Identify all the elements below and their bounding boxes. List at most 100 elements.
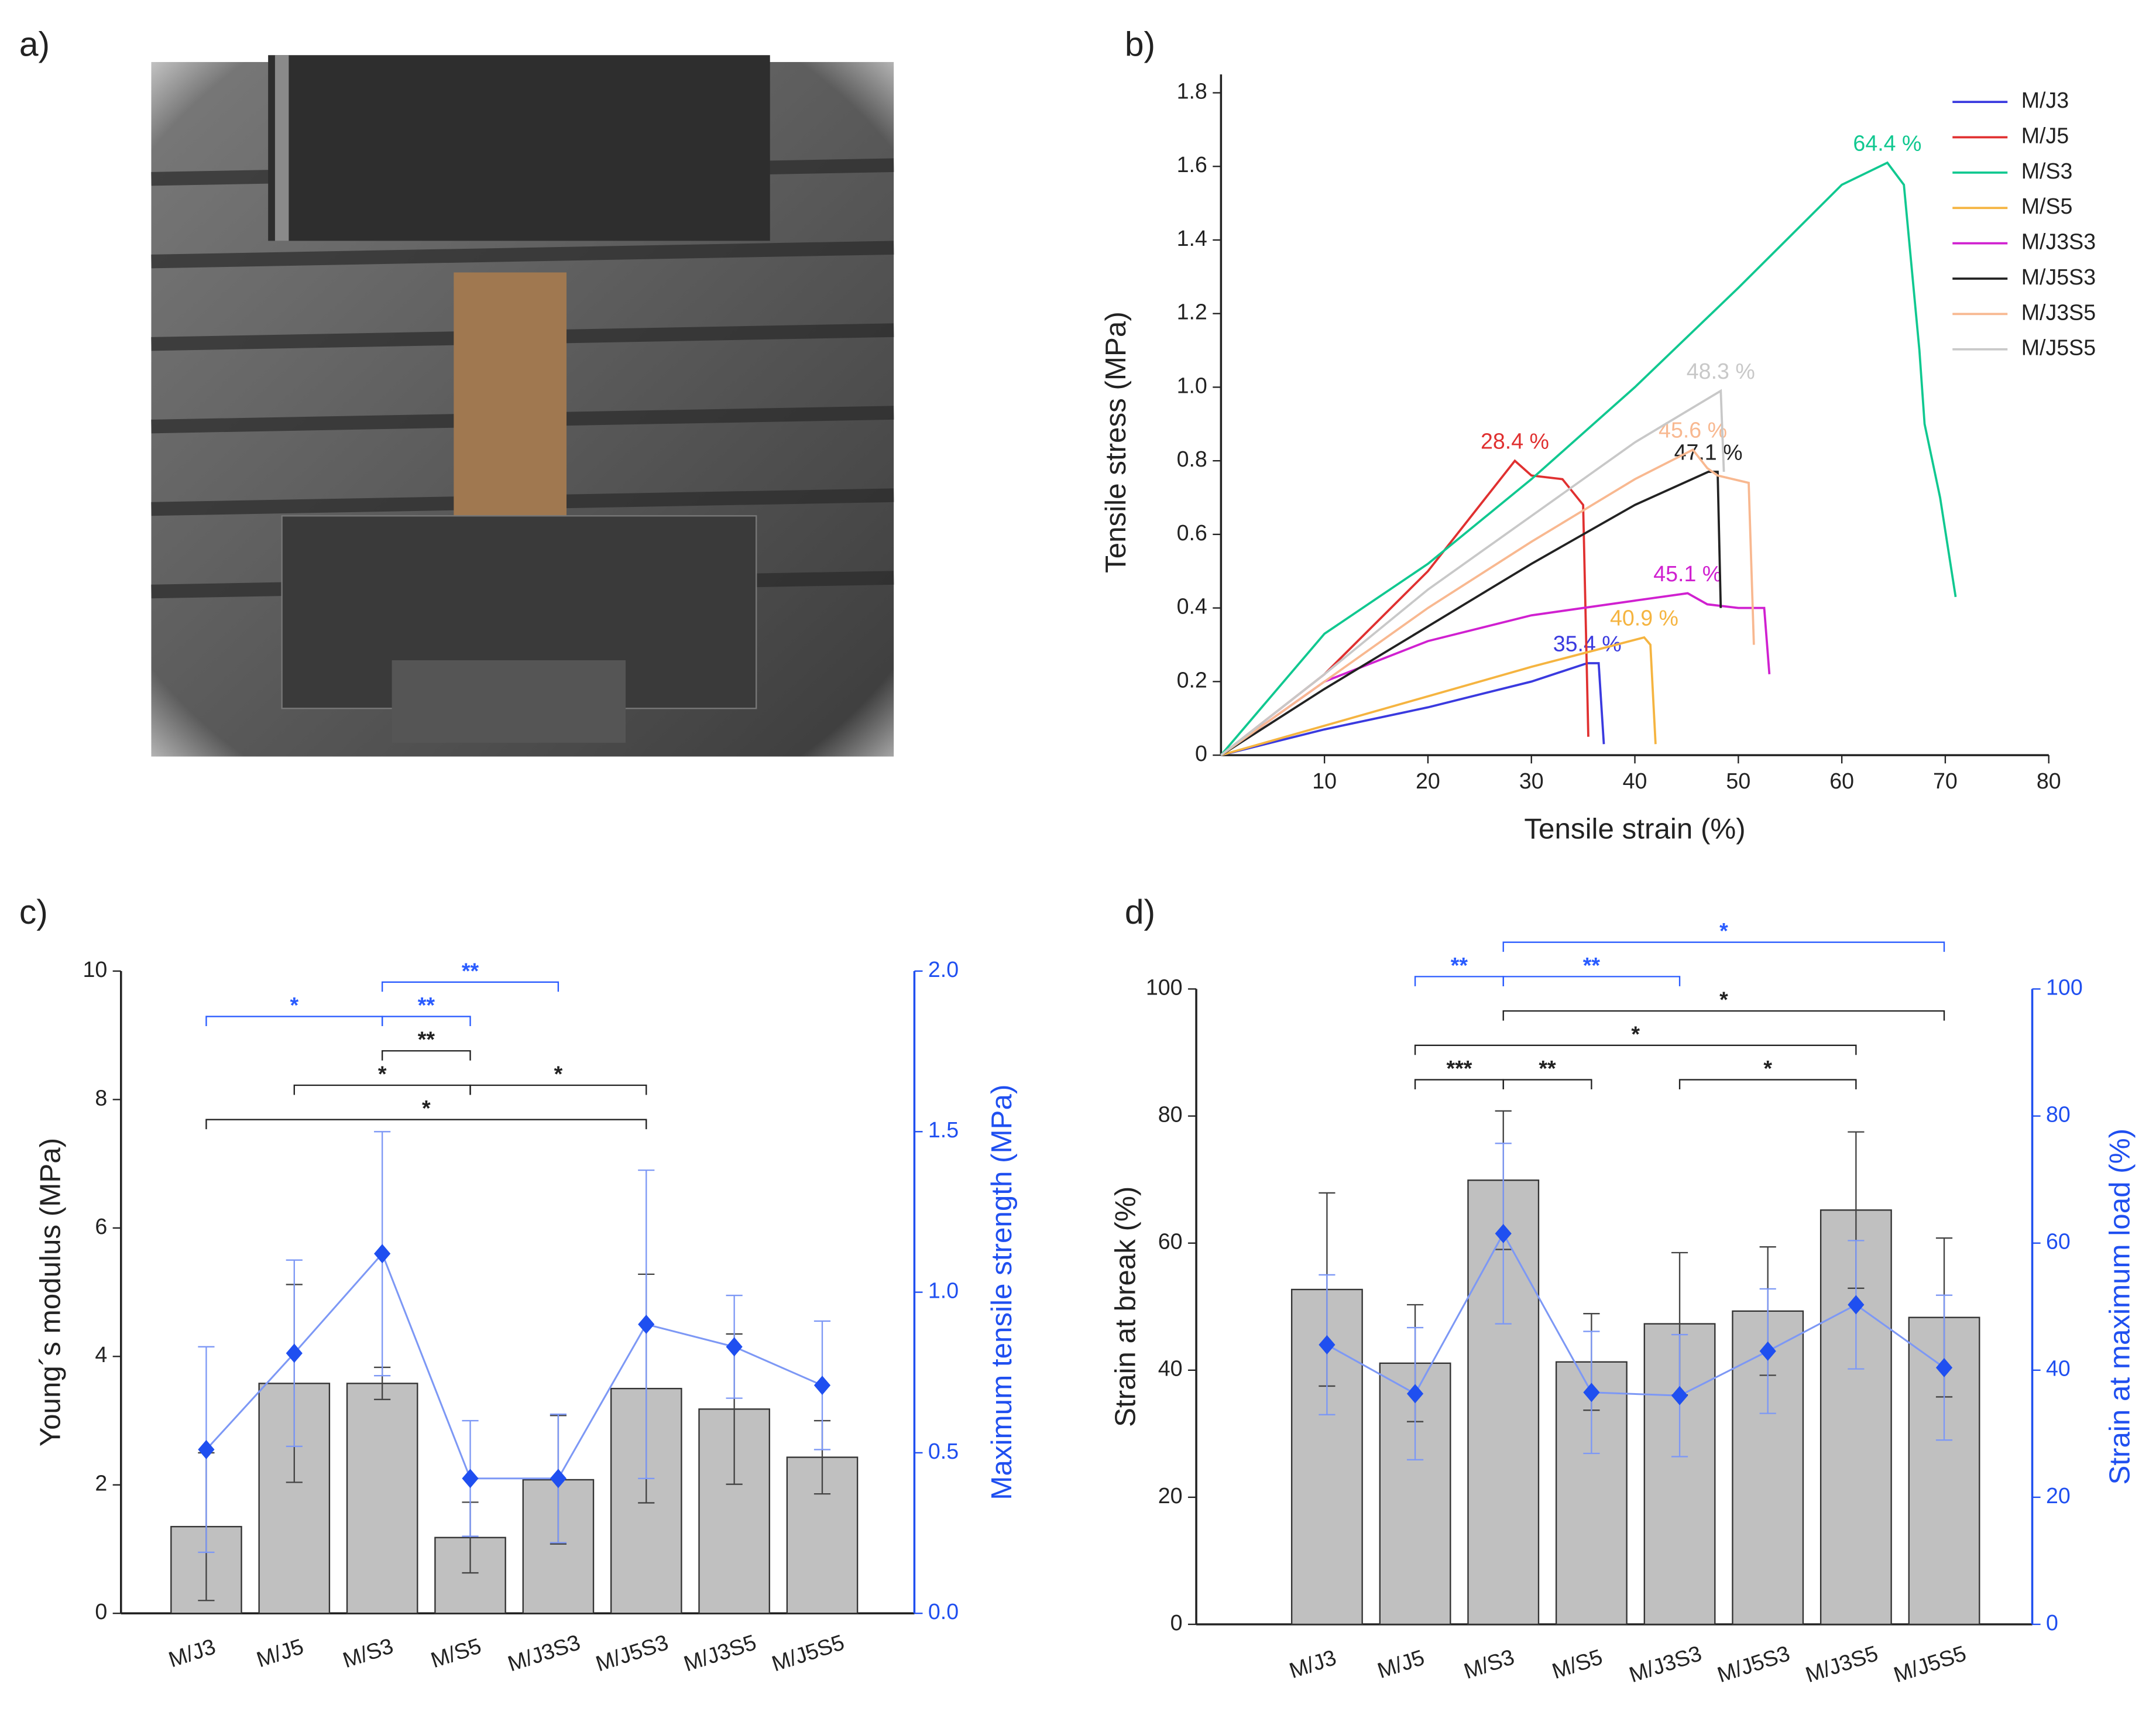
x-tick-label: 80: [2037, 769, 2061, 793]
x-tick-label: M/J5S3: [1714, 1641, 1793, 1687]
series-line: [1220, 636, 1657, 756]
legend-label: M/S3: [2021, 159, 2073, 183]
x-tick-label: M/J3S3: [1626, 1641, 1705, 1687]
series-annotation: 28.4 %: [1481, 429, 1549, 454]
y-tick-label: 1.6: [1177, 152, 1207, 177]
y-tick-label: 40: [1158, 1356, 1183, 1381]
legend-label: M/S5: [2021, 194, 2073, 218]
significance-label: **: [462, 958, 479, 983]
significance-label: *: [290, 993, 298, 1017]
y2-tick-label: 0: [2046, 1610, 2058, 1635]
significance-label: *: [1631, 1021, 1640, 1046]
diamond-marker: [726, 1337, 743, 1357]
significance-bracket: [469, 1084, 647, 1095]
significance-bracket: [381, 981, 559, 992]
legend-label: M/J5S5: [2021, 335, 2096, 360]
significance-bracket: [1678, 1079, 1857, 1090]
y-tick-label: 0.8: [1177, 447, 1207, 471]
x-tick-label: 40: [1623, 769, 1647, 793]
series-annotation: 47.1 %: [1674, 440, 1743, 464]
x-tick-label: M/J5: [1374, 1645, 1427, 1683]
y2-tick-label: 0.0: [928, 1599, 959, 1624]
significance-label: **: [418, 1027, 435, 1052]
series-annotation: 40.9 %: [1610, 605, 1678, 630]
y-axis-title: Strain at break (%): [1110, 1187, 1142, 1427]
panel-label: c): [19, 893, 48, 931]
significance-label: **: [1583, 953, 1601, 978]
x-tick-label: M/J3S3: [504, 1630, 583, 1676]
significance-label: *: [1719, 987, 1728, 1012]
y-tick-label: 1.2: [1177, 300, 1207, 324]
diamond-marker: [813, 1376, 831, 1395]
y-tick-label: 0.6: [1177, 520, 1207, 545]
x-tick-label: 30: [1519, 769, 1544, 793]
significance-bracket: [293, 1084, 471, 1095]
significance-bracket: [205, 1119, 647, 1130]
x-tick-label: 50: [1726, 769, 1750, 793]
x-tick-label: M/J3S5: [1803, 1641, 1881, 1687]
panel-label: d): [1125, 893, 1155, 931]
x-tick-label: 20: [1416, 769, 1440, 793]
y-tick-label: 60: [1158, 1229, 1183, 1254]
diamond-marker: [638, 1315, 655, 1334]
significance-bracket: [1502, 976, 1681, 986]
x-tick-label: M/J5: [253, 1634, 306, 1672]
x-tick-label: 60: [1829, 769, 1854, 793]
y-tick-label: 0: [1170, 1610, 1183, 1635]
series-annotation: 45.1 %: [1653, 561, 1722, 586]
diamond-marker: [462, 1469, 479, 1489]
y2-tick-label: 20: [2046, 1483, 2071, 1508]
y2-tick-label: 0.5: [928, 1439, 959, 1463]
significance-bracket: [1502, 1079, 1592, 1090]
significance-bracket: [1502, 1010, 1945, 1021]
diamond-marker: [1848, 1295, 1865, 1315]
significance-bracket: [381, 1050, 471, 1061]
bar: [346, 1383, 418, 1614]
significance-label: *: [1719, 918, 1728, 943]
series-line: [1326, 1232, 1945, 1397]
series-annotation: 48.3 %: [1687, 359, 1755, 383]
series-line: [1220, 459, 1589, 756]
y2-tick-label: 40: [2046, 1356, 2071, 1381]
series-annotation: 64.4 %: [1853, 131, 1921, 155]
y2-tick-label: 2.0: [928, 957, 959, 982]
y-tick-label: 10: [83, 957, 107, 982]
legend-label: M/J3S5: [2021, 300, 2096, 324]
x-tick-label: M/J5S3: [593, 1630, 671, 1676]
significance-bracket: [205, 1016, 383, 1026]
significance-label: **: [1539, 1056, 1556, 1081]
x-tick-label: 70: [1933, 769, 1958, 793]
panel-label: a): [19, 26, 50, 64]
significance-label: *: [554, 1061, 563, 1086]
diamond-marker: [550, 1469, 567, 1489]
diamond-marker: [1583, 1383, 1600, 1402]
legend-label: M/J3S3: [2021, 229, 2096, 254]
x-tick-label: M/S3: [340, 1633, 396, 1672]
x-tick-label: M/S3: [1461, 1644, 1517, 1683]
legend-label: M/J5: [2021, 123, 2069, 148]
y-tick-label: 0: [1195, 741, 1207, 766]
y-tick-label: 1.8: [1177, 78, 1207, 103]
significance-label: *: [422, 1096, 431, 1120]
x-tick-label: M/J3S5: [681, 1630, 759, 1676]
significance-bracket: [1414, 1079, 1504, 1090]
series-line: [1220, 448, 1755, 756]
y-tick-label: 20: [1158, 1483, 1183, 1508]
x-tick-label: M/J3: [166, 1634, 218, 1672]
x-tick-label: M/J3: [1286, 1645, 1339, 1683]
x-tick-label: M/S5: [1549, 1644, 1605, 1683]
significance-bracket: [1414, 1044, 1857, 1055]
x-axis-title: Tensile strain (%): [1524, 812, 1745, 845]
y2-axis-title: Strain at maximum load (%): [2103, 1129, 2136, 1485]
y-tick-label: 8: [95, 1085, 107, 1110]
y-tick-label: 6: [95, 1214, 107, 1239]
series-line: [1220, 161, 1957, 756]
x-tick-label: M/J5S5: [1891, 1641, 1969, 1687]
series-line: [1220, 471, 1722, 756]
legend-label: M/J5S3: [2021, 265, 2096, 289]
bar: [258, 1383, 331, 1614]
y-tick-label: 0.4: [1177, 594, 1207, 619]
y2-tick-label: 100: [2046, 975, 2083, 999]
significance-bracket: [1414, 976, 1504, 986]
